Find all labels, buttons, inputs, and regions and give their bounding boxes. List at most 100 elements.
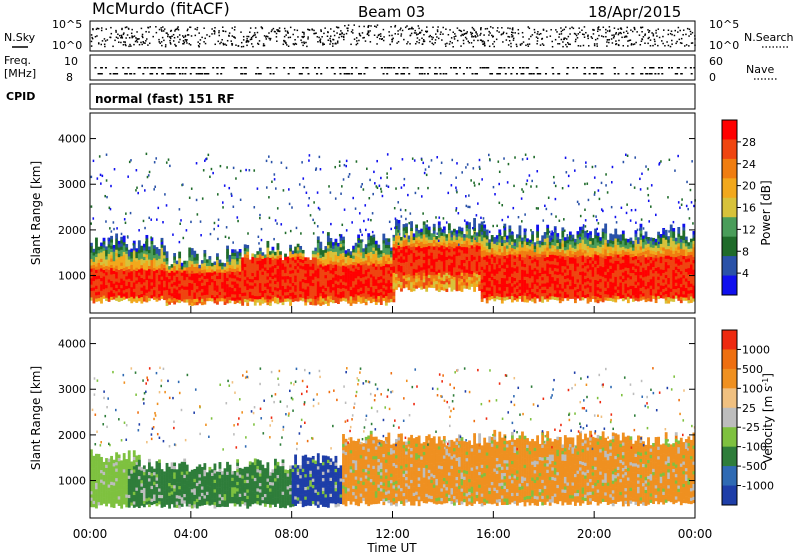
- nsky-point: [260, 26, 263, 28]
- power-cell: [339, 294, 343, 299]
- nsky-point: [389, 43, 391, 46]
- power-cell: [266, 260, 270, 264]
- power-cell: [528, 261, 532, 266]
- power-cell: [349, 257, 353, 262]
- power-cell: [478, 261, 482, 266]
- nsky-point: [271, 29, 273, 31]
- power-cell: [405, 255, 408, 259]
- power-cell: [420, 247, 424, 252]
- power-cell: [483, 224, 487, 228]
- power-cell: [185, 295, 189, 300]
- nsky-point: [618, 32, 620, 34]
- power-cell: [374, 243, 378, 248]
- power-cell: [480, 282, 484, 286]
- power-cell: [337, 265, 340, 269]
- nsky-point: [530, 35, 532, 38]
- power-cell: [589, 272, 592, 277]
- nsky-point: [569, 43, 571, 46]
- power-cell: [309, 291, 313, 296]
- power-cell: [541, 296, 545, 300]
- power-cell: [410, 233, 413, 238]
- power-cell: [548, 248, 552, 252]
- nsky-point: [608, 38, 611, 41]
- power-cell: [483, 272, 487, 276]
- freq-point: [445, 73, 448, 75]
- freq-point: [153, 67, 156, 69]
- power-cell: [442, 229, 446, 234]
- power-cell: [231, 271, 234, 276]
- power-cell: [495, 244, 499, 249]
- power-cell: [546, 256, 550, 261]
- power-cell: [485, 267, 489, 272]
- power-cell: [170, 276, 174, 281]
- power-cell: [500, 245, 504, 250]
- power-cell: [372, 260, 376, 264]
- power-cell: [422, 282, 426, 286]
- power-cell: [193, 273, 197, 277]
- power-cell: [173, 285, 177, 289]
- nsky-point: [186, 34, 189, 36]
- nsky-point: [560, 38, 563, 41]
- nsky-point: [470, 42, 473, 44]
- freq-point: [537, 73, 540, 75]
- power-cell: [238, 280, 242, 285]
- power-cell: [271, 253, 275, 257]
- nsky-point: [418, 41, 420, 44]
- power-cell: [405, 242, 408, 246]
- power-cell: [95, 259, 98, 264]
- power-cell: [505, 289, 509, 294]
- power-cell: [485, 299, 489, 304]
- power-cell: [326, 241, 330, 246]
- power-cell: [334, 289, 338, 294]
- power-cell: [132, 269, 136, 273]
- power-cell: [100, 284, 103, 288]
- power-cell: [543, 241, 547, 246]
- power-cell: [563, 281, 567, 286]
- power-cell: [518, 289, 522, 293]
- nsky-point: [122, 33, 125, 36]
- power-cell: [221, 275, 224, 279]
- power-cell: [546, 291, 550, 296]
- nsky-point: [602, 35, 605, 38]
- power-cell: [369, 270, 373, 275]
- power-cell: [286, 272, 290, 277]
- power-cell: [576, 263, 580, 267]
- nsky-point: [262, 43, 265, 45]
- power-cell: [241, 267, 245, 271]
- power-cell: [377, 298, 381, 303]
- power-cell: [100, 245, 103, 250]
- power-cell: [417, 268, 421, 272]
- nsky-point: [486, 27, 489, 30]
- power-cell: [125, 275, 129, 280]
- freq-point: [466, 67, 469, 69]
- power-cell: [279, 299, 282, 303]
- nsky-point: [575, 38, 577, 41]
- nsky-point: [120, 34, 123, 37]
- power-cell: [342, 274, 345, 279]
- power-cell: [112, 244, 116, 249]
- power-cell: [576, 291, 580, 296]
- freq-point: [256, 67, 259, 69]
- power-cell: [296, 250, 300, 254]
- freq-point: [680, 73, 683, 75]
- power-cell: [374, 247, 378, 251]
- power-cell: [498, 258, 502, 262]
- power-cell: [203, 262, 207, 267]
- power-cell: [100, 268, 103, 272]
- power-cell: [117, 244, 121, 248]
- nsky-point: [525, 44, 527, 47]
- power-cell: [324, 249, 328, 253]
- nsky-point: [388, 31, 390, 33]
- power-cell: [155, 259, 159, 264]
- freq-point: [202, 67, 205, 69]
- power-cell: [483, 227, 487, 232]
- power-cell: [427, 242, 431, 247]
- power-cell: [437, 266, 441, 270]
- power-cell: [296, 298, 300, 302]
- power-cell: [495, 289, 499, 294]
- power-cell: [442, 258, 446, 262]
- power-cell: [500, 268, 504, 272]
- freq-point: [420, 67, 423, 69]
- power-cell: [468, 276, 471, 281]
- nsky-point: [350, 31, 353, 33]
